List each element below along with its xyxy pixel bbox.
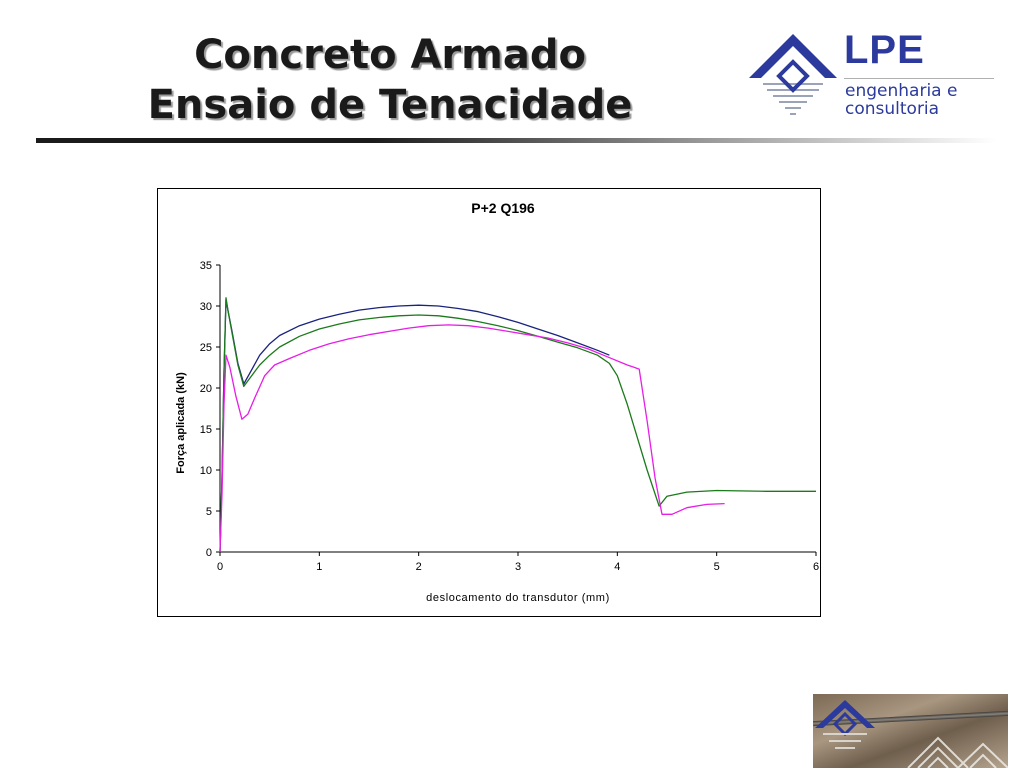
series-line-3 (219, 324, 725, 553)
logo-tagline-line1: engenharia e (845, 81, 958, 101)
logo-divider (844, 78, 994, 79)
x-tick-label: 3 (515, 561, 521, 573)
x-tick-label: 6 (813, 561, 819, 573)
corner-photo (813, 694, 1008, 768)
title-divider (36, 138, 996, 143)
x-tick-label: 2 (416, 561, 422, 573)
chart-x-axis-label: deslocamento do transdutor (mm) (426, 592, 610, 604)
y-tick-label: 35 (200, 260, 212, 272)
y-tick-label: 0 (206, 547, 212, 559)
slide-title-line1: Concreto Armado (194, 32, 586, 78)
y-tick-label: 30 (200, 301, 212, 313)
y-tick-label: 10 (200, 465, 212, 477)
x-tick-label: 1 (316, 561, 322, 573)
house-diamond-logo-icon (815, 700, 875, 749)
chart-axes: 0 5 10 15 20 25 30 35 0 1 2 3 4 5 6 (200, 260, 819, 573)
diamond-pattern-icon (907, 736, 1008, 768)
logo-tagline-line2: consultoria (845, 99, 940, 119)
chart-series (219, 297, 816, 553)
logo-name: LPE (844, 28, 925, 72)
chart-frame: P+2 Q196 Força aplicada (kN) deslocament… (157, 188, 821, 617)
logo-tagline: engenharia e consultoria (845, 82, 957, 118)
company-logo: LPE engenharia e consultoria (745, 28, 1005, 128)
house-diamond-logo-icon (749, 34, 837, 115)
y-tick-label: 20 (200, 383, 212, 395)
x-tick-label: 0 (217, 561, 223, 573)
y-tick-label: 15 (200, 424, 212, 436)
x-tick-label: 4 (614, 561, 620, 573)
y-tick-label: 25 (200, 342, 212, 354)
chart-title: P+2 Q196 (471, 200, 535, 216)
y-tick-label: 5 (206, 506, 212, 518)
slide-title-line2: Ensaio de Tenacidade (147, 82, 633, 128)
chart-svg: P+2 Q196 Força aplicada (kN) deslocament… (175, 200, 819, 604)
slide-title: Concreto Armado Ensaio de Tenacidade (40, 30, 740, 130)
x-tick-label: 5 (714, 561, 720, 573)
chart-y-axis-label: Força aplicada (kN) (175, 372, 187, 474)
series-line-2 (219, 297, 816, 553)
series-line-1 (219, 298, 610, 553)
